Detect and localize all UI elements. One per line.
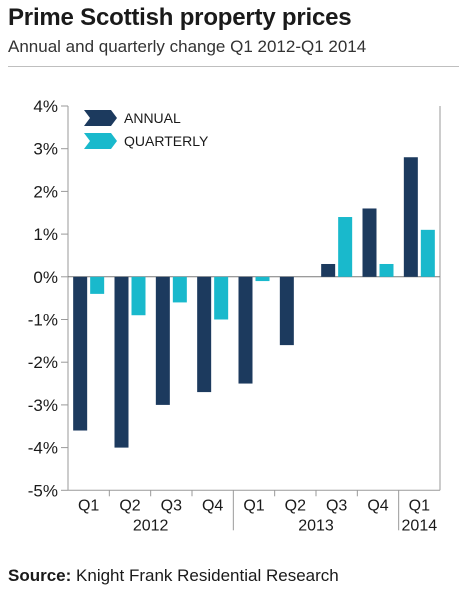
x-tick-label: Q4	[367, 497, 388, 514]
annual-bar	[238, 276, 253, 384]
annual-bar	[279, 276, 294, 346]
x-tick-label: Q1	[243, 497, 264, 514]
annual-bar	[403, 157, 418, 277]
annual-bar	[155, 276, 170, 405]
annual-bar	[197, 276, 212, 393]
x-tick-label: Q2	[119, 497, 140, 514]
source-text: Knight Frank Residential Research	[76, 566, 339, 585]
y-tick-label: 2%	[33, 182, 58, 201]
y-tick-label: 3%	[33, 140, 58, 159]
y-tick-label: 1%	[33, 225, 58, 244]
source-label: Source:	[8, 566, 72, 585]
annual-bar	[114, 276, 129, 448]
chart-labels: 4% 3% 2% 1% 0% -1% -2% -3% -4% -5% Q1 Q2 Q3 Q4 Q1 Q2 Q3 Q…	[28, 97, 437, 534]
chart-bars	[73, 157, 435, 448]
legend-swatch-quarterly	[84, 133, 117, 149]
quarterly-bar	[255, 276, 270, 282]
x-tick-label: Q3	[326, 497, 347, 514]
quarterly-bar	[338, 217, 353, 277]
y-tick-label: -5%	[28, 481, 58, 500]
annual-bar	[73, 276, 88, 431]
quarterly-bar	[214, 276, 229, 320]
x-tick-label: Q4	[202, 497, 223, 514]
quarterly-bar	[379, 263, 394, 277]
chart-axes	[61, 105, 441, 531]
title-divider	[8, 66, 459, 67]
y-tick-label: 0%	[33, 268, 58, 287]
legend-label-quarterly: QUARTERLY	[124, 133, 209, 149]
quarterly-bar	[420, 229, 435, 277]
y-tick-label: -4%	[28, 439, 58, 458]
quarterly-bar	[90, 276, 105, 294]
y-tick-label: 4%	[33, 97, 58, 116]
chart-subtitle: Annual and quarterly change Q1 2012-Q1 2…	[8, 37, 367, 56]
x-tick-label: Q3	[161, 497, 182, 514]
y-tick-label: -3%	[28, 396, 58, 415]
chart-legend: ANNUAL QUARTERLY	[84, 110, 209, 149]
y-tick-label: -2%	[28, 353, 58, 372]
annual-bar	[362, 208, 377, 277]
x-tick-label: Q1	[409, 497, 430, 514]
quarterly-bar	[131, 276, 146, 316]
legend-swatch-annual	[84, 110, 117, 126]
year-label: 2012	[133, 517, 169, 534]
y-tick-label: -1%	[28, 311, 58, 330]
quarterly-bar	[172, 276, 187, 303]
source-note: Source: Knight Frank Residential Researc…	[8, 566, 339, 586]
legend-label-annual: ANNUAL	[124, 110, 181, 126]
annual-bar	[321, 263, 336, 277]
x-tick-label: Q2	[285, 497, 306, 514]
bar-chart: 4% 3% 2% 1% 0% -1% -2% -3% -4% -5% Q1 Q2 Q3 Q4 Q1 Q2 Q3 Q…	[28, 97, 441, 534]
chart-title: Prime Scottish property prices	[8, 4, 352, 31]
year-label: 2013	[298, 517, 334, 534]
x-tick-label: Q1	[78, 497, 99, 514]
year-label: 2014	[402, 517, 438, 534]
